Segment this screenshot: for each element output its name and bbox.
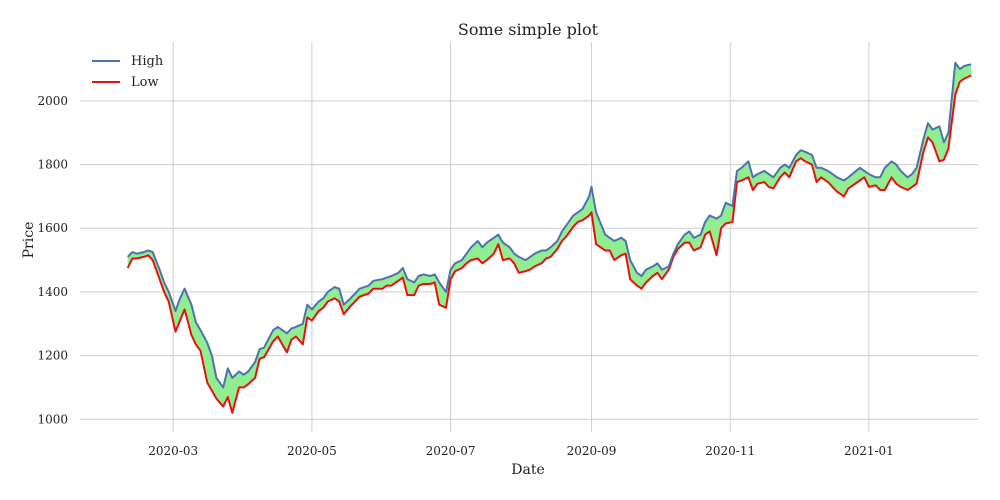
y-tick-label: 1800: [37, 158, 68, 172]
series-lines: [126, 61, 972, 414]
tick-labels: 1000 1200 1400 1600 1800 2000 2020-03 2020-05 20…: [37, 94, 893, 458]
x-tick-label: 2020-09: [567, 444, 617, 458]
grid: [80, 42, 978, 432]
series-line-low: [126, 74, 972, 414]
y-axis-label: Price: [21, 222, 37, 259]
x-tick-label: 2021-01: [844, 444, 894, 458]
y-tick-label: 1600: [37, 221, 68, 235]
x-tick-label: 2020-07: [426, 444, 476, 458]
y-tick-label: 1200: [37, 349, 68, 363]
y-tick-label: 1400: [37, 285, 68, 299]
legend-low-label: Low: [131, 75, 159, 90]
high-low-fill: [127, 62, 972, 413]
x-tick-label: 2020-11: [705, 444, 755, 458]
x-tick-label: 2020-03: [148, 444, 198, 458]
fill-between-area: [127, 62, 972, 413]
y-tick-label: 1000: [37, 412, 68, 426]
x-axis-label: Date: [511, 462, 544, 478]
y-tick-label: 2000: [37, 94, 68, 108]
legend: High Low: [92, 54, 164, 90]
legend-high-label: High: [131, 54, 164, 69]
chart-title: Some simple plot: [458, 20, 599, 39]
series-line-high: [126, 61, 972, 389]
x-tick-label: 2020-05: [287, 444, 337, 458]
